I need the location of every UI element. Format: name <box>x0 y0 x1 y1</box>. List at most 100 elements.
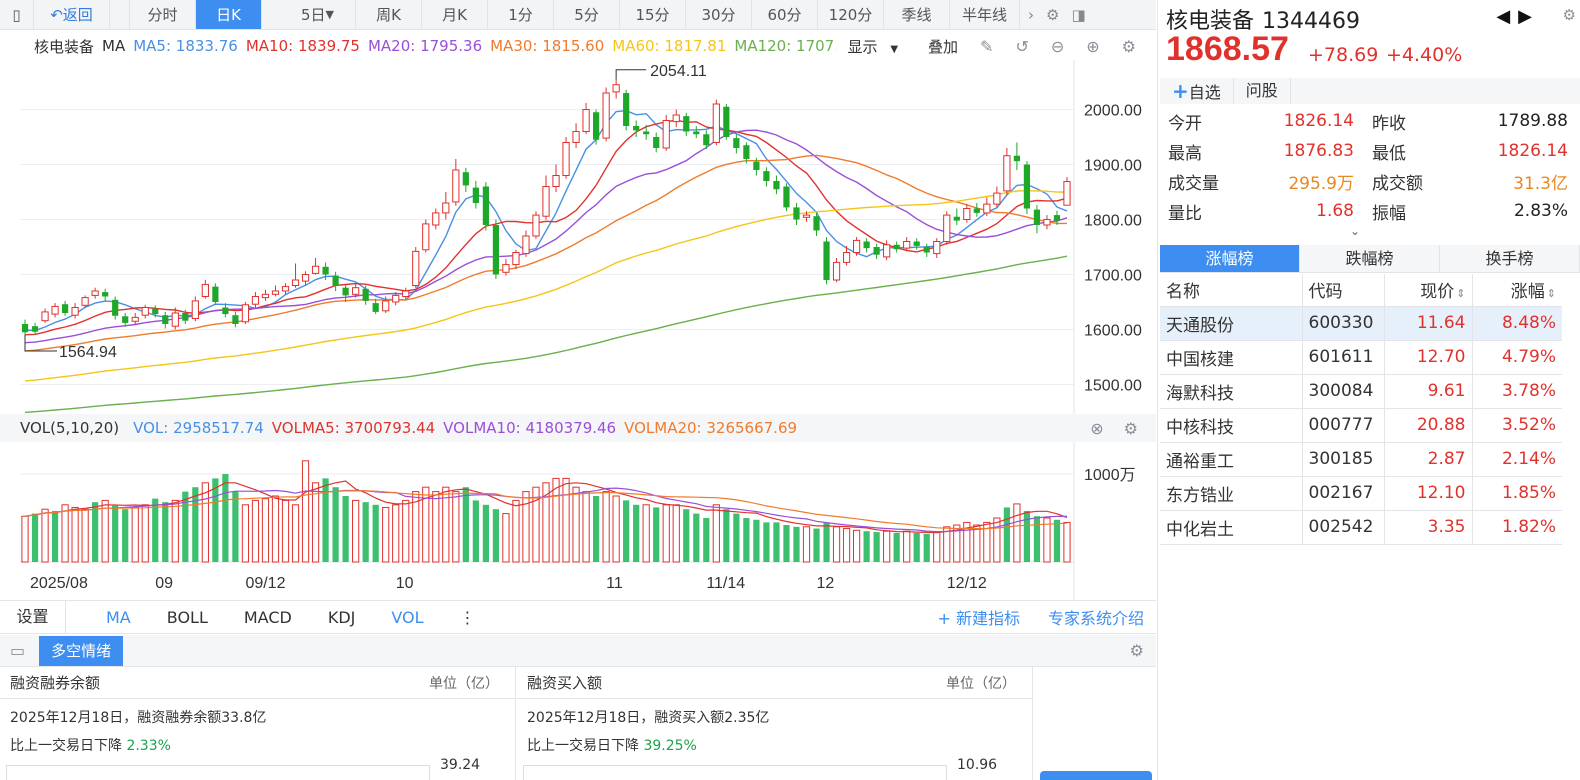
tab-period-monthly[interactable]: 月K <box>422 0 488 29</box>
volume-bar <box>342 496 349 562</box>
ask-stock-button[interactable]: 问股 <box>1234 78 1291 104</box>
volume-bar <box>852 529 861 563</box>
candle-body <box>993 192 1001 205</box>
ranking-row[interactable]: 通裕重工 300185 2.87 2.14% <box>1160 442 1562 477</box>
ranking-row[interactable]: 东方锆业 002167 12.10 1.85% <box>1160 476 1562 511</box>
zoom-out-icon[interactable]: ⊖ <box>1050 36 1065 56</box>
next-stock-icon[interactable]: ▶ <box>1518 6 1540 27</box>
stock-code: 300185 <box>1302 442 1385 477</box>
expand-stats-icon[interactable]: ⌄ <box>1350 224 1361 238</box>
volume-bar <box>492 509 500 562</box>
col-change[interactable]: 涨幅 ⇕ <box>1472 274 1562 307</box>
ma10-line <box>24 119 1068 336</box>
tab-losers[interactable]: 跌幅榜 <box>1300 245 1440 272</box>
overlay-button[interactable]: 叠加 <box>928 37 959 56</box>
volume-bar <box>842 528 851 563</box>
ranking-row[interactable]: 天通股份 600330 11.64 8.48% <box>1160 306 1562 341</box>
candle-body <box>102 292 109 297</box>
indicator-ma[interactable]: MA <box>106 607 131 627</box>
ranking-row[interactable]: 海默科技 300084 9.61 3.78% <box>1160 374 1562 409</box>
display-dropdown[interactable]: 显示 ▼ <box>847 37 899 56</box>
candle-body <box>863 241 870 249</box>
tab-period-fenshi[interactable]: 分时 <box>130 0 196 29</box>
tab-period-5min[interactable]: 5分 <box>554 0 620 29</box>
tab-sentiment[interactable]: 多空情绪 <box>39 635 124 666</box>
new-indicator-button[interactable]: + 新建指标 <box>937 609 1020 628</box>
volume-bar <box>222 474 229 562</box>
stat-row: 最高 1876.83 最低 1826.14 <box>1168 141 1568 164</box>
gear-icon[interactable]: ⚙ <box>1046 5 1060 24</box>
panel-toggle-icon[interactable]: ▯ <box>0 0 34 29</box>
back-button[interactable]: ↶ 返回 <box>34 0 110 29</box>
candle-body <box>953 216 960 221</box>
volume-bar <box>251 499 260 563</box>
candle-body <box>973 208 980 213</box>
tab-period-quarter[interactable]: 季线 <box>884 0 950 29</box>
ranking-row[interactable]: 中国核建 601611 12.70 4.79% <box>1160 340 1562 375</box>
candle-body <box>783 186 790 208</box>
zoom-in-icon[interactable]: ⊕ <box>1086 36 1100 56</box>
candle-body <box>112 299 119 316</box>
volume-bar <box>983 521 991 563</box>
gear-icon[interactable]: ⚙ <box>1121 36 1136 56</box>
col-price[interactable]: 现价 ⇕ <box>1384 274 1473 307</box>
tab-period-1min[interactable]: 1分 <box>488 0 554 29</box>
expert-system-link[interactable]: 专家系统介绍 <box>1047 609 1144 628</box>
period-toolbar: ▯ ↶ 返回 分时 日K 5日 ▼ 周K 月K 1分 5分 15分 30分 60分 … <box>0 0 1156 30</box>
volume-chart[interactable]: 1000万 2025/08 09 09/12 10 11 11/14 12 12/12 <box>0 442 1156 600</box>
volume-bar <box>311 482 320 563</box>
close-icon[interactable]: ⊗ <box>1090 418 1104 438</box>
gear-icon[interactable]: ⚙ <box>1129 641 1144 660</box>
candle-body <box>943 214 951 243</box>
candle-body <box>1013 155 1021 162</box>
volume-bar <box>753 519 760 562</box>
candle-body <box>683 116 690 132</box>
volume-bar <box>1003 507 1010 562</box>
high-marker <box>615 69 647 80</box>
volume-bar <box>261 498 270 563</box>
indicator-macd[interactable]: MACD <box>243 607 292 627</box>
tab-gainers[interactable]: 涨幅榜 <box>1160 245 1300 272</box>
volume-bar <box>332 487 339 562</box>
candle-body <box>572 131 580 143</box>
tab-period-60min[interactable]: 60分 <box>752 0 818 29</box>
tab-turnover[interactable]: 换手榜 <box>1440 245 1580 272</box>
candle-body <box>261 293 270 299</box>
panel-icon[interactable]: ▭ <box>10 641 26 660</box>
tab-period-daily[interactable]: 日K <box>196 0 262 29</box>
chart-frame <box>523 765 947 780</box>
sort-icon: ⇕ <box>1546 287 1556 301</box>
collapse-panel-icon[interactable]: ◨ <box>1071 5 1086 24</box>
more-indicators-icon[interactable]: ⋮ <box>459 607 476 627</box>
gear-icon[interactable]: ⚙ <box>1562 6 1576 24</box>
chevron-right-icon[interactable]: › <box>1028 5 1034 24</box>
tab-period-5day[interactable]: 5日 ▼ <box>262 0 356 29</box>
card-title: 融资买入额 <box>527 674 603 692</box>
volume-bar <box>171 499 179 563</box>
caret-down-icon: ▼ <box>890 43 899 55</box>
undo-icon[interactable]: ↺ <box>1015 36 1029 56</box>
tab-period-halfyear[interactable]: 半年线 <box>950 0 1020 29</box>
gear-icon[interactable]: ⚙ <box>1123 418 1138 438</box>
indicator-boll[interactable]: BOLL <box>166 607 208 627</box>
ranking-tabs: 涨幅榜 跌幅榜 换手榜 <box>1160 245 1580 273</box>
add-watchlist-button[interactable]: +自选 <box>1160 78 1234 104</box>
candle-body <box>633 126 640 131</box>
scroll-indicator[interactable] <box>1040 771 1152 780</box>
candle-body <box>893 244 900 250</box>
candle-body <box>432 212 440 226</box>
indicator-kdj[interactable]: KDJ <box>327 607 356 627</box>
prev-stock-icon[interactable]: ◀ <box>1496 6 1519 27</box>
brush-icon[interactable]: ✎ <box>980 36 994 56</box>
volume-bar <box>162 502 169 562</box>
tab-period-15min[interactable]: 15分 <box>620 0 686 29</box>
indicator-vol[interactable]: VOL <box>391 607 424 627</box>
ranking-row[interactable]: 中核科技 000777 20.88 3.52% <box>1160 408 1562 443</box>
tab-period-120min[interactable]: 120分 <box>818 0 884 29</box>
tab-period-30min[interactable]: 30分 <box>686 0 752 29</box>
ranking-row[interactable]: 中化岩土 002542 3.35 1.82% <box>1160 510 1562 545</box>
tab-period-weekly[interactable]: 周K <box>356 0 422 29</box>
settings-button[interactable]: 设置 <box>0 600 66 634</box>
kline-chart[interactable]: 2000.00 1900.00 1800.00 1700.00 1600.00 1500.… <box>0 60 1156 414</box>
candle-body <box>522 235 530 255</box>
